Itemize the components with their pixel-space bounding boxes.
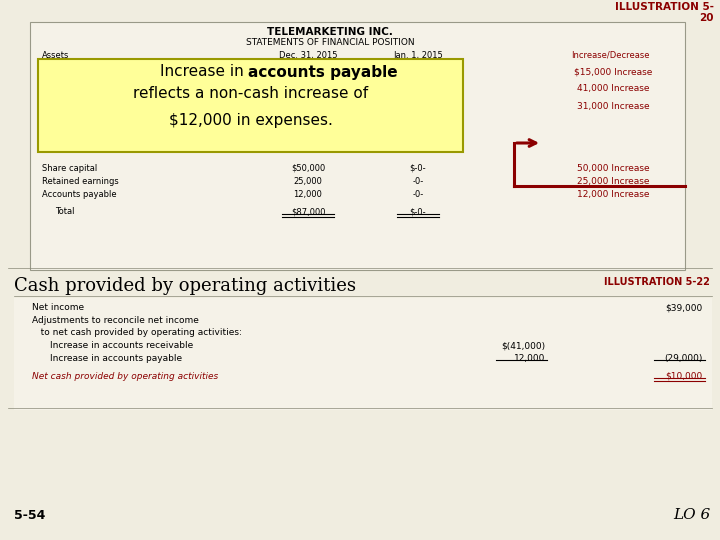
Text: ILLUSTRATION 5-22: ILLUSTRATION 5-22 <box>604 277 710 287</box>
Text: Net income: Net income <box>32 303 84 312</box>
Text: accounts payable: accounts payable <box>248 64 398 79</box>
Text: 50,000 Increase: 50,000 Increase <box>577 164 649 173</box>
Text: LO 6: LO 6 <box>672 508 710 522</box>
Bar <box>14 298 712 410</box>
Text: Increase in: Increase in <box>160 64 248 79</box>
Text: $39,000: $39,000 <box>666 303 703 312</box>
Text: $87,000: $87,000 <box>291 207 325 216</box>
Text: Increase in accounts payable: Increase in accounts payable <box>50 354 182 363</box>
Text: Increase in accounts receivable: Increase in accounts receivable <box>50 341 193 350</box>
Text: 12,000: 12,000 <box>294 190 323 199</box>
Text: STATEMENTS OF FINANCIAL POSITION: STATEMENTS OF FINANCIAL POSITION <box>246 38 414 47</box>
Text: $15,000 Increase: $15,000 Increase <box>574 68 652 77</box>
Text: -0-: -0- <box>413 190 423 199</box>
Text: $12,000 in expenses.: $12,000 in expenses. <box>168 112 333 127</box>
Text: Net cash provided by operating activities: Net cash provided by operating activitie… <box>32 372 218 381</box>
Text: -0-: -0- <box>413 177 423 186</box>
Text: 12,000 Increase: 12,000 Increase <box>577 190 649 199</box>
Text: Total: Total <box>55 207 74 216</box>
Text: Assets: Assets <box>42 51 69 60</box>
Text: ILLUSTRATION 5-: ILLUSTRATION 5- <box>615 2 714 12</box>
Text: $10,000: $10,000 <box>666 372 703 381</box>
Text: Accounts payable: Accounts payable <box>42 190 117 199</box>
Text: $-0-: $-0- <box>410 207 426 216</box>
Text: Increase/Decrease: Increase/Decrease <box>571 51 649 60</box>
Text: 20: 20 <box>700 13 714 23</box>
Text: $50,000: $50,000 <box>291 164 325 173</box>
Text: reflects a non-cash increase of: reflects a non-cash increase of <box>133 86 368 102</box>
Text: (29,000): (29,000) <box>665 354 703 363</box>
Text: to net cash provided by operating activities:: to net cash provided by operating activi… <box>32 328 242 337</box>
Text: $-0-: $-0- <box>410 164 426 173</box>
Text: Adjustments to reconcile net income: Adjustments to reconcile net income <box>32 316 199 325</box>
Text: 25,000 Increase: 25,000 Increase <box>577 177 649 186</box>
Text: 31,000 Increase: 31,000 Increase <box>577 102 649 111</box>
Text: 5-54: 5-54 <box>14 509 45 522</box>
Text: 12,000: 12,000 <box>513 354 545 363</box>
Text: 25,000: 25,000 <box>294 177 323 186</box>
Text: 41,000 Increase: 41,000 Increase <box>577 84 649 93</box>
Text: Share capital: Share capital <box>42 164 97 173</box>
Text: Dec. 31, 2015: Dec. 31, 2015 <box>279 51 337 60</box>
Text: Jan. 1, 2015: Jan. 1, 2015 <box>393 51 443 60</box>
Text: TELEMARKETING INC.: TELEMARKETING INC. <box>267 27 393 37</box>
Bar <box>30 22 685 270</box>
Text: Retained earnings: Retained earnings <box>42 177 119 186</box>
Bar <box>38 59 463 152</box>
Text: $(41,000): $(41,000) <box>501 341 545 350</box>
Text: Cash provided by operating activities: Cash provided by operating activities <box>14 277 356 295</box>
